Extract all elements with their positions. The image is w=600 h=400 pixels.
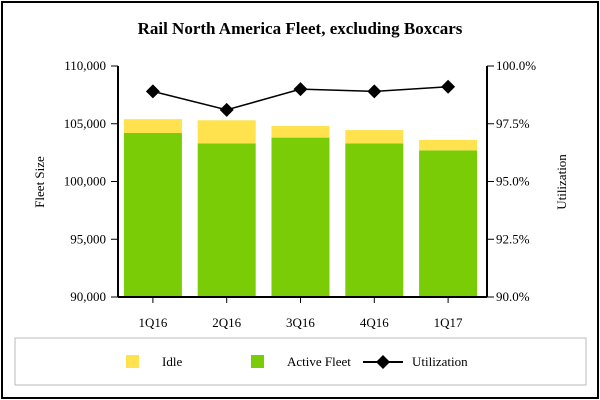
x-tick-label-1Q16: 1Q16 bbox=[138, 315, 167, 330]
legend-label-utilization: Utilization bbox=[412, 354, 468, 369]
bar-active-fleet-1Q17 bbox=[419, 150, 478, 297]
x-tick-label-2Q16: 2Q16 bbox=[212, 315, 241, 330]
y2-tick-label: 92.5% bbox=[496, 231, 530, 246]
utilization-point-3Q16 bbox=[293, 82, 308, 97]
x-tick-label-1Q17: 1Q17 bbox=[434, 315, 463, 330]
bar-active-fleet-1Q16 bbox=[123, 132, 182, 297]
y-tick-label: 95,000 bbox=[70, 231, 106, 246]
bar-active-fleet-4Q16 bbox=[345, 143, 404, 297]
legend-swatch-idle bbox=[126, 355, 139, 368]
bar-idle-1Q16 bbox=[123, 119, 182, 133]
utilization-point-1Q17 bbox=[441, 79, 456, 94]
x-tick-label-4Q16: 4Q16 bbox=[360, 315, 389, 330]
legend-swatch-active-fleet bbox=[251, 355, 264, 368]
bar-idle-1Q17 bbox=[419, 139, 478, 151]
legend-label-idle: Idle bbox=[162, 354, 182, 369]
chart-title: Rail North America Fleet, excluding Boxc… bbox=[138, 19, 463, 38]
utilization-point-1Q16 bbox=[145, 84, 160, 99]
x-tick-label-3Q16: 3Q16 bbox=[286, 315, 315, 330]
bar-idle-4Q16 bbox=[345, 130, 404, 144]
y2-tick-label: 97.5% bbox=[496, 116, 530, 131]
y2-tick-label: 90.0% bbox=[496, 289, 530, 304]
y2-tick-label: 95.0% bbox=[496, 174, 530, 189]
bar-active-fleet-3Q16 bbox=[271, 137, 330, 297]
bar-active-fleet-2Q16 bbox=[197, 143, 256, 297]
utilization-point-2Q16 bbox=[219, 102, 234, 117]
y2-tick-label: 100.0% bbox=[496, 58, 536, 73]
y-axis-label: Fleet Size bbox=[32, 156, 47, 208]
y-tick-label: 105,000 bbox=[64, 116, 106, 131]
y-tick-label: 110,000 bbox=[64, 58, 106, 73]
legend-label-active-fleet: Active Fleet bbox=[287, 354, 351, 369]
y-tick-label: 90,000 bbox=[70, 289, 106, 304]
bar-idle-2Q16 bbox=[197, 120, 256, 144]
bar-idle-3Q16 bbox=[271, 126, 330, 138]
utilization-point-4Q16 bbox=[367, 84, 382, 99]
legend-box bbox=[14, 337, 587, 386]
y2-axis-label: Utilization bbox=[554, 154, 569, 210]
legend-marker-utilization bbox=[376, 355, 390, 369]
y-tick-label: 100,000 bbox=[64, 174, 106, 189]
